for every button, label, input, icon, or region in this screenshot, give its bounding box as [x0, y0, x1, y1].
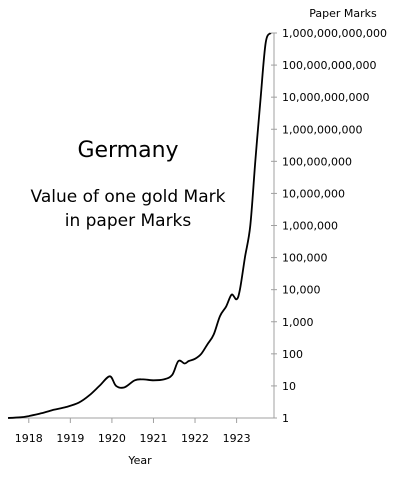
x-tick-label: 1922 — [181, 432, 209, 445]
y-tick-label: 100 — [282, 348, 303, 361]
y-tick-label: 1,000,000,000,000 — [282, 27, 387, 40]
chart-subtitle-line-1: Value of one gold Mark — [31, 187, 226, 207]
series-line — [7, 32, 272, 419]
y-tick-label: 100,000,000 — [282, 155, 352, 168]
y-tick-label: 1 — [282, 412, 289, 425]
x-axis-ticks: 1918 1919 1920 1921 1922 1923 — [15, 418, 251, 445]
y-tick-label: 10 — [282, 380, 296, 393]
y-tick-label: 1,000 — [282, 316, 314, 329]
y-tick-label: 100,000 — [282, 252, 328, 265]
y-tick-label: 10,000,000 — [282, 187, 345, 200]
x-tick-label: 1923 — [223, 432, 251, 445]
y-tick-label: 10,000 — [282, 284, 321, 297]
y-tick-label: 100,000,000,000 — [282, 59, 376, 72]
y-tick-label: 10,000,000,000 — [282, 91, 369, 104]
y-axis-ticks: 1 10 100 1,000 10,000 100,000 1,000,000 10,000,… — [271, 27, 387, 425]
y-tick-label: 1,000,000 — [282, 220, 338, 233]
y-tick-label: 1,000,000,000 — [282, 123, 362, 136]
x-axis-title: Year — [127, 454, 152, 467]
x-tick-label: 1920 — [98, 432, 126, 445]
x-tick-label: 1919 — [56, 432, 84, 445]
series-layer — [7, 32, 272, 419]
x-tick-label: 1918 — [15, 432, 43, 445]
x-tick-label: 1921 — [139, 432, 167, 445]
y-axis-title: Paper Marks — [309, 7, 377, 20]
chart-title-group: Germany Value of one gold Mark in paper … — [31, 138, 226, 231]
chart-title: Germany — [77, 138, 178, 163]
chart-subtitle-line-2: in paper Marks — [65, 211, 192, 231]
